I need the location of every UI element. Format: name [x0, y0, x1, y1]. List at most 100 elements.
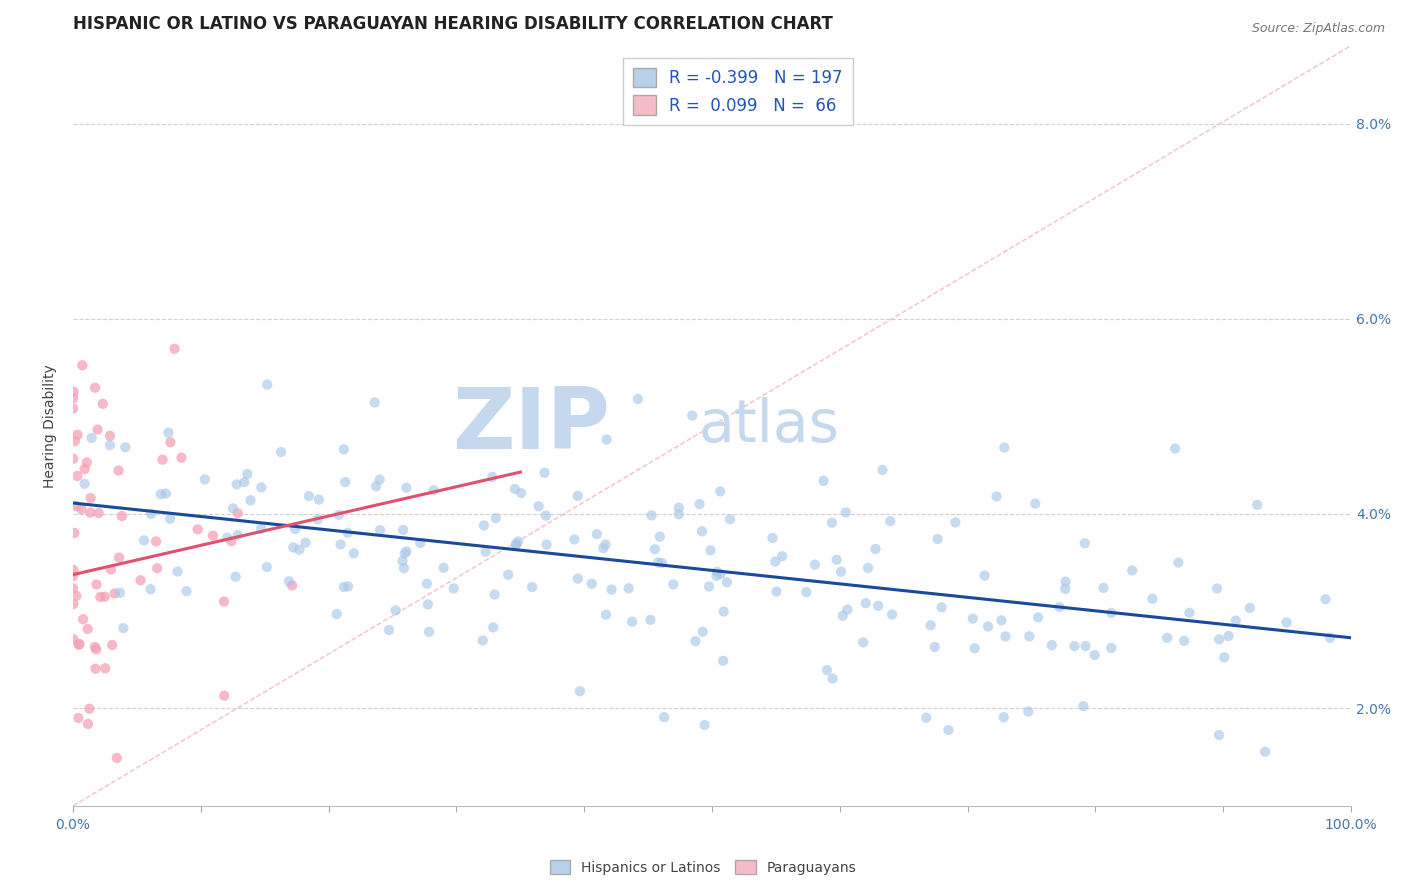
Point — [706, 569, 728, 583]
Point — [98, 438, 121, 452]
Point — [422, 483, 444, 498]
Point — [294, 535, 316, 549]
Point — [157, 425, 180, 440]
Point — [662, 577, 685, 591]
Point — [132, 533, 155, 548]
Point — [617, 581, 640, 595]
Point — [536, 538, 558, 552]
Point — [73, 476, 96, 491]
Point — [416, 576, 439, 591]
Point — [474, 544, 496, 558]
Point — [139, 582, 162, 597]
Legend: Hispanics or Latinos, Paraguayans: Hispanics or Latinos, Paraguayans — [544, 855, 862, 880]
Point — [668, 508, 690, 522]
Point — [176, 584, 198, 599]
Point — [640, 613, 662, 627]
Point — [872, 463, 894, 477]
Point — [226, 528, 249, 542]
Point — [1099, 640, 1122, 655]
Point — [568, 684, 591, 698]
Point — [70, 502, 93, 516]
Point — [256, 560, 278, 574]
Point — [825, 553, 848, 567]
Point — [815, 663, 838, 677]
Point — [79, 818, 101, 832]
Point — [364, 479, 387, 493]
Point — [270, 445, 292, 459]
Point — [681, 409, 703, 423]
Point — [990, 613, 1012, 627]
Point — [217, 531, 239, 545]
Point — [281, 578, 304, 592]
Point — [1156, 631, 1178, 645]
Point — [813, 474, 835, 488]
Point — [962, 612, 984, 626]
Point — [1063, 639, 1085, 653]
Point — [394, 547, 416, 561]
Point — [212, 594, 235, 608]
Point — [225, 477, 247, 491]
Point — [236, 467, 259, 481]
Point — [1167, 556, 1189, 570]
Point — [879, 514, 901, 528]
Text: ZIP: ZIP — [453, 384, 610, 467]
Point — [112, 621, 135, 635]
Point — [595, 607, 617, 622]
Point — [627, 392, 650, 406]
Point — [149, 487, 172, 501]
Point — [592, 541, 614, 555]
Point — [163, 342, 186, 356]
Point — [80, 431, 103, 445]
Point — [307, 512, 329, 526]
Point — [481, 470, 503, 484]
Point — [567, 489, 589, 503]
Point — [994, 630, 1017, 644]
Point — [837, 602, 859, 616]
Point — [472, 518, 495, 533]
Point — [72, 612, 94, 626]
Point — [1218, 629, 1240, 643]
Point — [1092, 581, 1115, 595]
Point — [368, 473, 391, 487]
Point — [443, 582, 465, 596]
Point — [1254, 745, 1277, 759]
Point — [114, 440, 136, 454]
Point — [187, 522, 209, 536]
Point — [72, 359, 94, 373]
Point — [129, 574, 152, 588]
Point — [1208, 728, 1230, 742]
Point — [104, 586, 127, 600]
Y-axis label: Hearing Disability: Hearing Disability — [44, 364, 58, 488]
Point — [89, 590, 111, 604]
Point — [496, 567, 519, 582]
Point — [141, 507, 163, 521]
Point — [84, 642, 107, 657]
Point — [692, 624, 714, 639]
Point — [79, 506, 101, 520]
Point — [62, 582, 84, 596]
Point — [770, 549, 793, 564]
Point — [915, 711, 938, 725]
Point — [298, 489, 321, 503]
Text: HISPANIC OR LATINO VS PARAGUAYAN HEARING DISABILITY CORRELATION CHART: HISPANIC OR LATINO VS PARAGUAYAN HEARING… — [73, 15, 832, 33]
Point — [595, 433, 617, 447]
Point — [1319, 631, 1341, 645]
Point — [485, 511, 508, 525]
Point — [84, 662, 107, 676]
Point — [76, 455, 98, 469]
Point — [62, 818, 84, 832]
Point — [62, 569, 84, 583]
Point — [77, 717, 100, 731]
Point — [943, 516, 966, 530]
Point — [283, 541, 305, 555]
Point — [86, 577, 108, 591]
Point — [648, 530, 671, 544]
Point — [1073, 699, 1095, 714]
Point — [505, 538, 527, 552]
Point — [65, 499, 87, 513]
Point — [581, 576, 603, 591]
Point — [1164, 442, 1187, 456]
Point — [392, 561, 415, 575]
Point — [69, 637, 91, 651]
Point — [865, 541, 887, 556]
